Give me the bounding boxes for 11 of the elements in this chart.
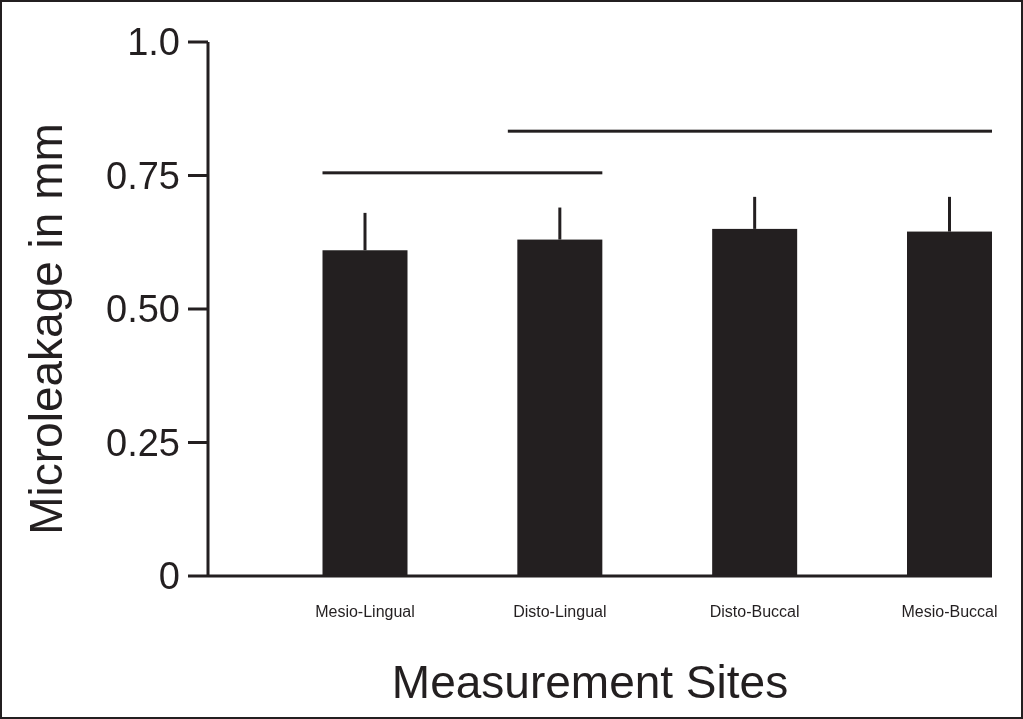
y-tick-label: 0.50 — [106, 288, 180, 331]
y-tick-label: 0.75 — [106, 154, 180, 197]
y-tick-label: 0 — [158, 555, 180, 598]
y-tick-label: 1.0 — [127, 21, 180, 64]
x-tick-label: Disto-Lingual — [513, 603, 607, 620]
x-tick-label: Disto-Buccal — [709, 603, 800, 620]
y-tick-label: 0.25 — [106, 421, 180, 464]
y-axis-title: Microleakage in mm — [20, 123, 72, 535]
x-axis-title: Measurement Sites — [391, 656, 789, 708]
x-tick-label: Mesio-Buccal — [901, 603, 998, 620]
x-tick-label: Mesio-Lingual — [315, 603, 415, 620]
